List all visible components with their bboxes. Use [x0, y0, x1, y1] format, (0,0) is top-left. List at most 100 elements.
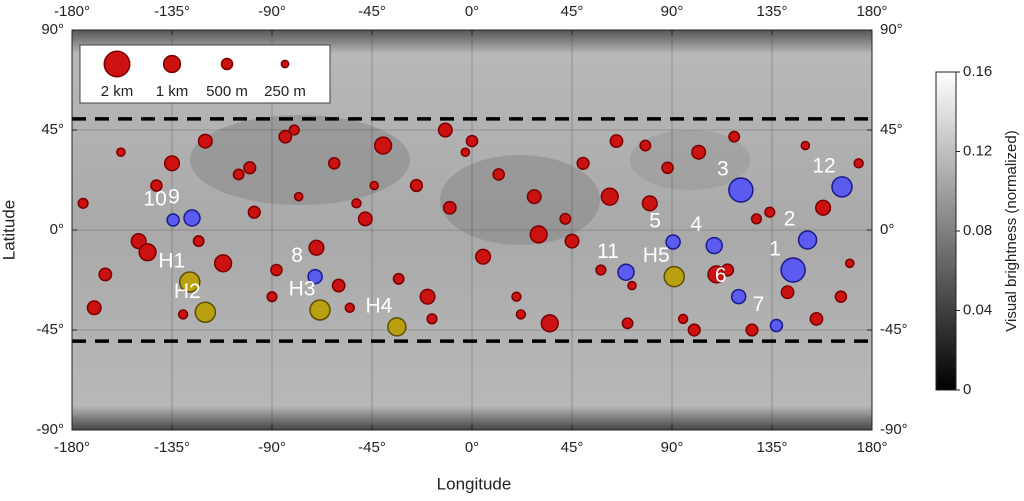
crater-point	[853, 158, 864, 169]
crater-point	[576, 156, 590, 170]
x-tick-label: -90°	[258, 439, 286, 456]
crater-point	[442, 200, 457, 215]
crater-point	[511, 291, 522, 302]
crater-point	[600, 187, 619, 206]
point-label: 6	[715, 264, 727, 287]
crater-point	[609, 134, 624, 149]
crater-point	[419, 288, 436, 305]
x-tick-label: -45°	[358, 3, 386, 20]
crater-point	[797, 230, 818, 250]
crater-point	[663, 265, 685, 288]
crater-point	[293, 191, 304, 202]
crater-point	[166, 213, 180, 227]
crater-point	[465, 134, 479, 148]
x-tick-label: 135°	[756, 3, 787, 20]
dark-region	[630, 130, 750, 190]
legend-label: 500 m	[206, 83, 248, 100]
crater-point	[460, 147, 471, 158]
crater-point	[745, 323, 759, 337]
x-tick-label: 135°	[756, 439, 787, 456]
point-label: 8	[291, 244, 303, 267]
crater-point	[769, 318, 784, 333]
crater-point	[98, 267, 113, 282]
legend-size-marker	[280, 59, 290, 69]
crater-point	[150, 179, 163, 192]
y-axis-label: Latitude	[0, 200, 18, 261]
point-label: 12	[812, 154, 835, 177]
colorbar-label: Visual brightness (normalized)	[1003, 130, 1020, 331]
crater-point	[728, 177, 754, 203]
crater-point	[437, 122, 453, 138]
crater-point	[665, 234, 681, 250]
crater-point	[331, 278, 346, 293]
crater-point	[780, 285, 795, 300]
crater-point	[266, 291, 278, 303]
legend-size-marker	[220, 57, 234, 71]
legend-label: 2 km	[101, 83, 134, 100]
x-tick-label: 90°	[661, 439, 684, 456]
point-label: 2	[784, 208, 796, 231]
dark-region	[190, 115, 410, 205]
crater-point	[86, 300, 102, 316]
point-label: H3	[289, 278, 316, 301]
point-label: 1	[769, 238, 781, 261]
crater-point	[809, 311, 824, 326]
crater-point	[559, 212, 572, 225]
crater-point	[232, 168, 245, 181]
crater-point	[369, 180, 380, 191]
crater-point	[183, 209, 201, 227]
y-tick-label: 90°	[880, 21, 903, 38]
crater-point	[834, 290, 848, 303]
crater-point	[831, 176, 853, 198]
crater-point	[595, 264, 607, 276]
crater-point	[288, 124, 300, 136]
crater-point	[641, 195, 658, 212]
crater-point	[730, 288, 747, 305]
x-tick-label: 180°	[856, 439, 887, 456]
point-label: 5	[649, 210, 661, 233]
y-tick-label: -90°	[36, 421, 64, 438]
crater-point	[270, 263, 283, 277]
colorbar-tick-label: 0.16	[963, 63, 992, 80]
point-label: 7	[753, 293, 765, 316]
crater-point	[163, 155, 181, 172]
x-tick-label: 180°	[856, 3, 887, 20]
crater-point	[373, 136, 393, 155]
y-tick-label: 45°	[41, 121, 64, 138]
x-tick-label: -180°	[54, 439, 90, 456]
crater-point	[661, 161, 674, 175]
legend-label: 250 m	[264, 83, 306, 100]
crater-point	[77, 197, 89, 209]
colorbar-tick-label: 0.12	[963, 142, 992, 159]
colorbar-tick-label: 0.08	[963, 222, 992, 239]
legend-label: 1 km	[156, 83, 189, 100]
y-tick-label: 90°	[41, 21, 64, 38]
crater-point	[750, 213, 763, 225]
crater-point	[639, 139, 652, 152]
crater-point	[194, 301, 217, 323]
crater-point	[392, 272, 405, 285]
dark-region	[440, 155, 600, 245]
crater-point	[243, 161, 257, 175]
y-tick-label: -90°	[880, 421, 908, 438]
crater-point	[116, 147, 126, 158]
point-label: 10	[143, 188, 166, 211]
crater-point	[177, 309, 189, 320]
point-label: H1	[158, 250, 185, 273]
crater-point	[621, 317, 634, 330]
legend-size-marker	[162, 54, 182, 74]
crater-point	[247, 205, 261, 219]
crater-point	[179, 271, 201, 293]
x-axis-label: Longitude	[437, 474, 512, 493]
x-tick-label: -135°	[154, 439, 190, 456]
point-label: H5	[643, 244, 670, 267]
x-tick-label: -180°	[54, 3, 90, 20]
point-label: 4	[690, 213, 702, 236]
crater-point	[344, 302, 356, 314]
colorbar	[935, 71, 957, 391]
crater-point	[800, 140, 811, 151]
crater-point	[309, 299, 331, 321]
crater-point	[617, 263, 635, 281]
y-tick-label: 0°	[880, 221, 894, 238]
